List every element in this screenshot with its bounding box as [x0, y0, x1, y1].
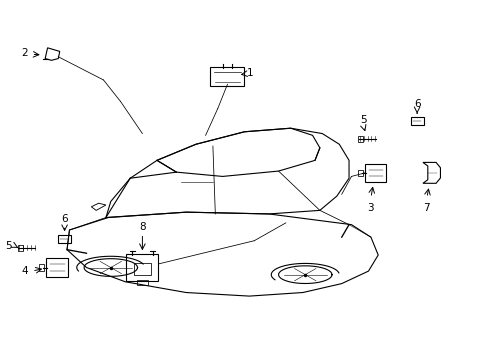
Text: 7: 7	[423, 203, 429, 213]
Text: 3: 3	[367, 203, 373, 213]
Text: 2: 2	[21, 48, 28, 58]
Text: 8: 8	[139, 222, 145, 232]
Text: 1: 1	[246, 68, 253, 78]
Text: 6: 6	[61, 213, 68, 224]
Text: 4: 4	[21, 266, 28, 276]
Text: 5: 5	[360, 114, 366, 125]
Text: 5: 5	[5, 241, 12, 251]
Text: 6: 6	[413, 99, 420, 109]
